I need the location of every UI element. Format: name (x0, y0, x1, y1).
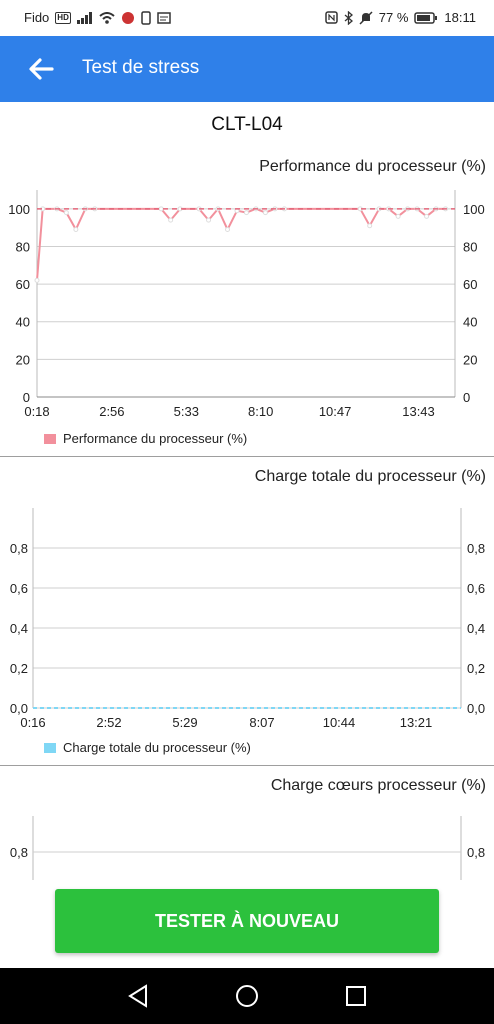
arrow-left-icon[interactable] (26, 54, 56, 84)
y-tick-label-right: 80 (463, 239, 477, 254)
recents-nav-icon[interactable] (342, 982, 370, 1010)
y-tick-label-left: 0,2 (10, 661, 28, 676)
core-load-chart-title: Charge cœurs processeur (%) (270, 777, 486, 794)
cpu-load-chart: 0,0 0,0 0,2 0,2 0,4 0,4 0,6 0,6 0,8 0,8 0:16 2:52 5:… (10, 508, 485, 730)
x-tick-label: 2:52 (96, 715, 121, 730)
y-tick-label-right: 0 (463, 390, 470, 405)
y-tick-label-right: 0,4 (467, 621, 485, 636)
y-tick-label-right: 0,0 (467, 701, 485, 716)
wifi-icon (99, 11, 115, 24)
y-tick-label-right: 40 (463, 315, 477, 330)
back-nav-icon[interactable] (124, 982, 152, 1010)
x-tick-label: 10:47 (319, 404, 352, 419)
cpu-load-chart-title: Charge totale du processeur (%) (254, 468, 486, 485)
y-tick-label-left: 60 (16, 277, 30, 292)
x-tick-label: 10:44 (323, 715, 356, 730)
y-tick-label-right: 0,8 (467, 541, 485, 556)
cpu-performance-chart-title: Performance du processeur (%) (259, 158, 486, 175)
battery-percent: 77 % (378, 10, 409, 25)
message-icon (157, 11, 171, 24)
perf-data-point (395, 213, 401, 219)
x-tick-label: 5:33 (174, 404, 199, 419)
perf-data-point (225, 227, 231, 233)
perf-data-point (73, 227, 79, 233)
legend-label: Performance du processeur (%) (63, 431, 248, 446)
perf-data-point (262, 210, 268, 216)
cpu-load-legend: Charge totale du processeur (%) (44, 740, 251, 755)
y-tick-label-right: 0,2 (467, 661, 485, 676)
app-notification-icon (121, 11, 134, 24)
signal-icon (76, 11, 92, 24)
perf-series-line (36, 206, 446, 281)
y-tick-label-left: 0,4 (10, 621, 28, 636)
retest-button[interactable]: TESTER À NOUVEAU (55, 889, 439, 953)
app-bar: Test de stress (0, 36, 494, 102)
x-tick-label: 2:56 (99, 404, 124, 419)
x-tick-label: 13:21 (400, 715, 433, 730)
y-tick-label-right: 0,6 (467, 581, 485, 596)
x-tick-label: 5:29 (172, 715, 197, 730)
divider (0, 456, 494, 457)
phone-icon (141, 10, 151, 25)
page-title: Test de stress (82, 57, 200, 78)
bluetooth-icon (344, 10, 353, 25)
cpu-performance-legend: Performance du processeur (%) (44, 431, 247, 446)
x-tick-label: 8:07 (249, 715, 274, 730)
y-tick-label-left: 0,8 (10, 845, 28, 860)
core-load-chart: 0,8 0,8 (10, 816, 485, 880)
perf-data-point (34, 277, 40, 283)
y-tick-label-right: 0,8 (467, 845, 485, 860)
hd-badge: HD (55, 11, 71, 24)
y-tick-label-right: 20 (463, 352, 477, 367)
divider (0, 765, 494, 766)
legend-swatch (44, 742, 56, 753)
x-tick-label: 13:43 (402, 404, 435, 419)
y-tick-label-left: 100 (8, 202, 30, 217)
perf-data-point (424, 213, 430, 219)
device-name: CLT-L04 (211, 114, 283, 135)
battery-icon (414, 11, 438, 24)
y-tick-label-left: 0 (23, 390, 30, 405)
carrier-label: Fido (24, 10, 50, 25)
y-tick-label-left: 40 (16, 315, 30, 330)
y-tick-label-left: 0,6 (10, 581, 28, 596)
x-tick-label: 8:10 (248, 404, 273, 419)
perf-data-point (206, 217, 212, 223)
y-tick-label-left: 20 (16, 352, 30, 367)
y-tick-label-left: 0,0 (10, 701, 28, 716)
status-bar: Fido HD 77 % 18:11 (0, 0, 494, 36)
x-tick-label: 0:16 (20, 715, 45, 730)
y-tick-label-left: 80 (16, 239, 30, 254)
perf-data-point (367, 223, 373, 229)
y-tick-label-right: 100 (463, 202, 485, 217)
legend-label: Charge totale du processeur (%) (63, 740, 251, 755)
x-tick-label: 0:18 (24, 404, 49, 419)
mute-icon (359, 10, 373, 25)
clock: 18:11 (444, 10, 476, 25)
perf-data-point (158, 206, 164, 212)
nfc-icon (325, 11, 338, 24)
perf-data-point (243, 210, 249, 216)
cpu-performance-chart: 0 0 20 20 40 40 60 60 80 80 100 100 0:18 2:56 5:33 8:10… (8, 190, 485, 419)
perf-data-point (63, 210, 69, 216)
home-nav-icon[interactable] (233, 982, 261, 1010)
y-tick-label-right: 60 (463, 277, 477, 292)
perf-data-point (168, 217, 174, 223)
navigation-bar (0, 968, 494, 1024)
legend-swatch (44, 433, 56, 444)
y-tick-label-left: 0,8 (10, 541, 28, 556)
